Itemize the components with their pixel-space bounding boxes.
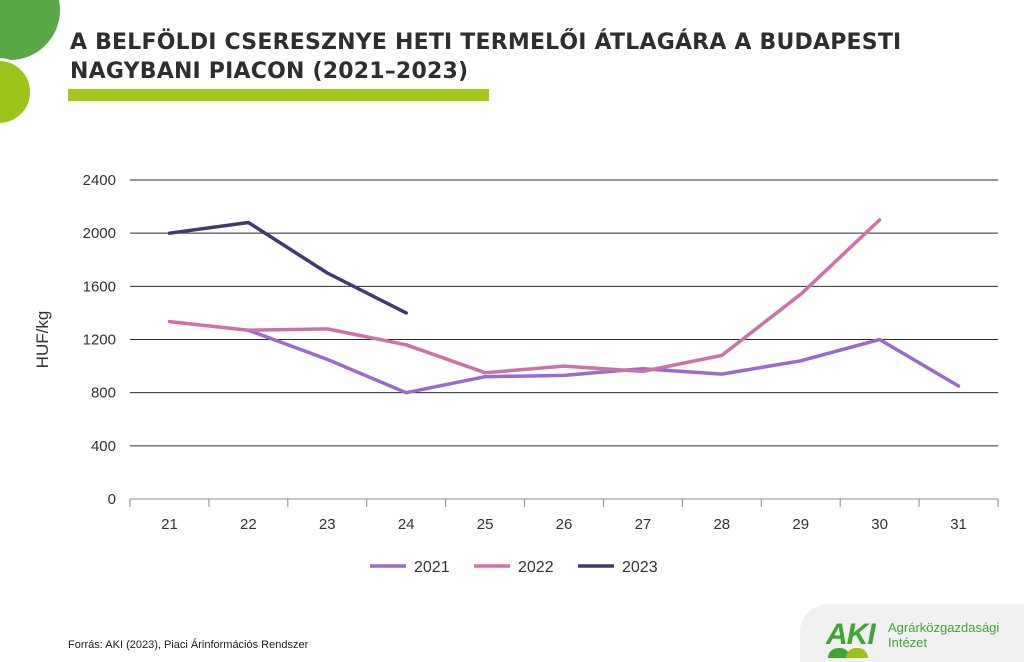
y-tick-label-400: 400 [91,438,116,455]
y-tick-label-800: 800 [91,385,116,402]
y-tick-label-1200: 1200 [83,332,116,349]
series-line-2021 [246,328,961,395]
series-line-2022 [167,218,882,375]
logo-leaf-lime [846,648,868,658]
x-tick-label-25: 25 [477,516,494,533]
x-tick-label-23: 23 [319,516,336,533]
title-underline-bar [68,89,489,101]
series-line-2023 [167,220,408,315]
x-tick-label-31: 31 [950,516,967,533]
chart-title-line1: A BELFÖLDI CSERESZNYE HETI TERMELŐI ÁTLA… [70,30,902,55]
logo-text: Agrárközgazdasági Intézet [888,620,999,650]
legend-label-2023: 2023 [622,559,658,576]
x-tick-label-30: 30 [871,516,888,533]
x-tick-label-21: 21 [161,516,178,533]
y-tick-label-2400: 2400 [83,172,116,189]
line-chart: 0 400 800 1200 1600 2000 2400 21 22 23 24 25 26 27 28 2… [33,172,999,576]
y-tick-label-2000: 2000 [83,225,116,242]
logo-mark: AKI [826,618,876,651]
chart-title: A BELFÖLDI CSERESZNYE HETI TERMELŐI ÁTLA… [70,28,970,86]
legend-label-2022: 2022 [518,559,554,576]
y-tick-label-0: 0 [108,491,116,508]
chart-title-line2: NAGYBANI PIACON (2021–2023) [70,59,469,84]
logo-text-line1: Agrárközgazdasági [888,620,1000,635]
source-note: Forrás: AKI (2023), Piaci Árinformációs … [68,639,309,651]
x-tick-label-28: 28 [713,516,730,533]
x-tick-label-22: 22 [240,516,257,533]
logo-text-line2: Intézet [888,635,928,650]
x-tick-label-24: 24 [398,516,415,533]
legend-label-2021: 2021 [414,559,450,576]
y-tick-label-1600: 1600 [83,278,116,295]
x-tick-label-27: 27 [635,516,652,533]
x-tick-label-29: 29 [792,516,809,533]
aki-logo: AKI Agrárközgazdasági Intézet [800,604,1024,662]
y-axis-label: HUF/kg [33,311,52,369]
x-tick-label-26: 26 [556,516,573,533]
logo-leaf-green [828,648,850,658]
